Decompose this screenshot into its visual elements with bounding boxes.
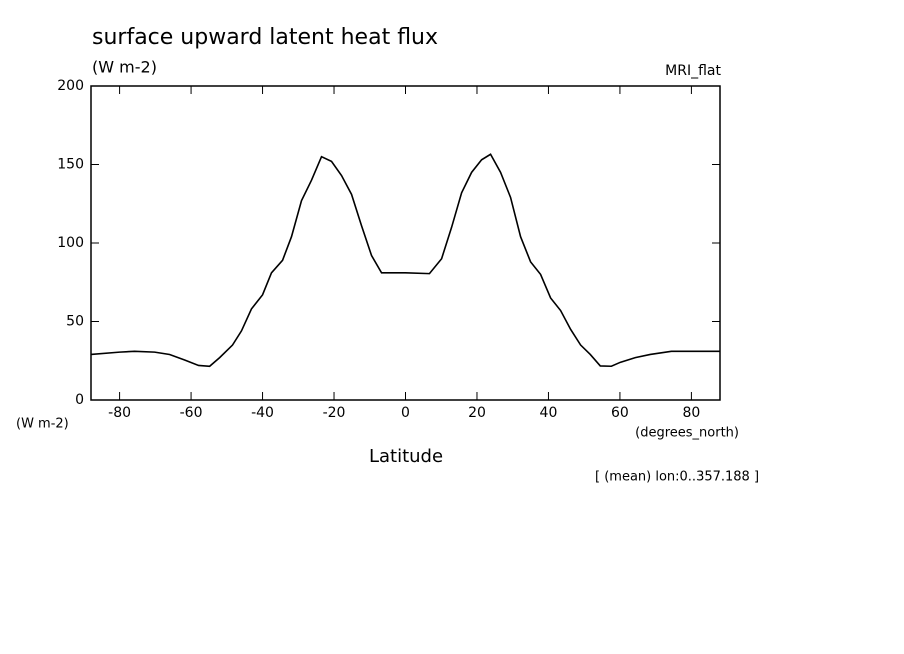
x-tick-label: -40 <box>251 405 274 421</box>
x-tick-label: 20 <box>468 405 486 421</box>
y-tick-label: 200 <box>57 78 84 94</box>
y-tick-label: 100 <box>57 235 84 251</box>
x-tick-label: -60 <box>180 405 203 421</box>
y-tick-label: 150 <box>57 157 84 173</box>
annotation: [ (mean) lon:0..357.188 ] <box>595 470 759 485</box>
x-axis-label: Latitude <box>369 446 443 467</box>
plot-frame <box>90 85 721 401</box>
dataset-label: MRI_flat <box>665 63 721 79</box>
y-units: (W m-2) <box>16 417 69 432</box>
x-tick-label: 80 <box>682 405 700 421</box>
chart-title: surface upward latent heat flux <box>92 25 438 50</box>
x-tick-label: 40 <box>540 405 558 421</box>
chart-subtitle: (W m-2) <box>92 58 157 77</box>
y-tick-label: 0 <box>75 392 84 408</box>
x-units: (degrees_north) <box>635 426 739 441</box>
data-line <box>90 153 720 368</box>
y-tick-label: 50 <box>66 314 84 330</box>
x-tick-label: -80 <box>108 405 131 421</box>
x-tick-label: 0 <box>401 405 410 421</box>
x-tick-label: 60 <box>611 405 629 421</box>
x-tick-label: -20 <box>323 405 346 421</box>
